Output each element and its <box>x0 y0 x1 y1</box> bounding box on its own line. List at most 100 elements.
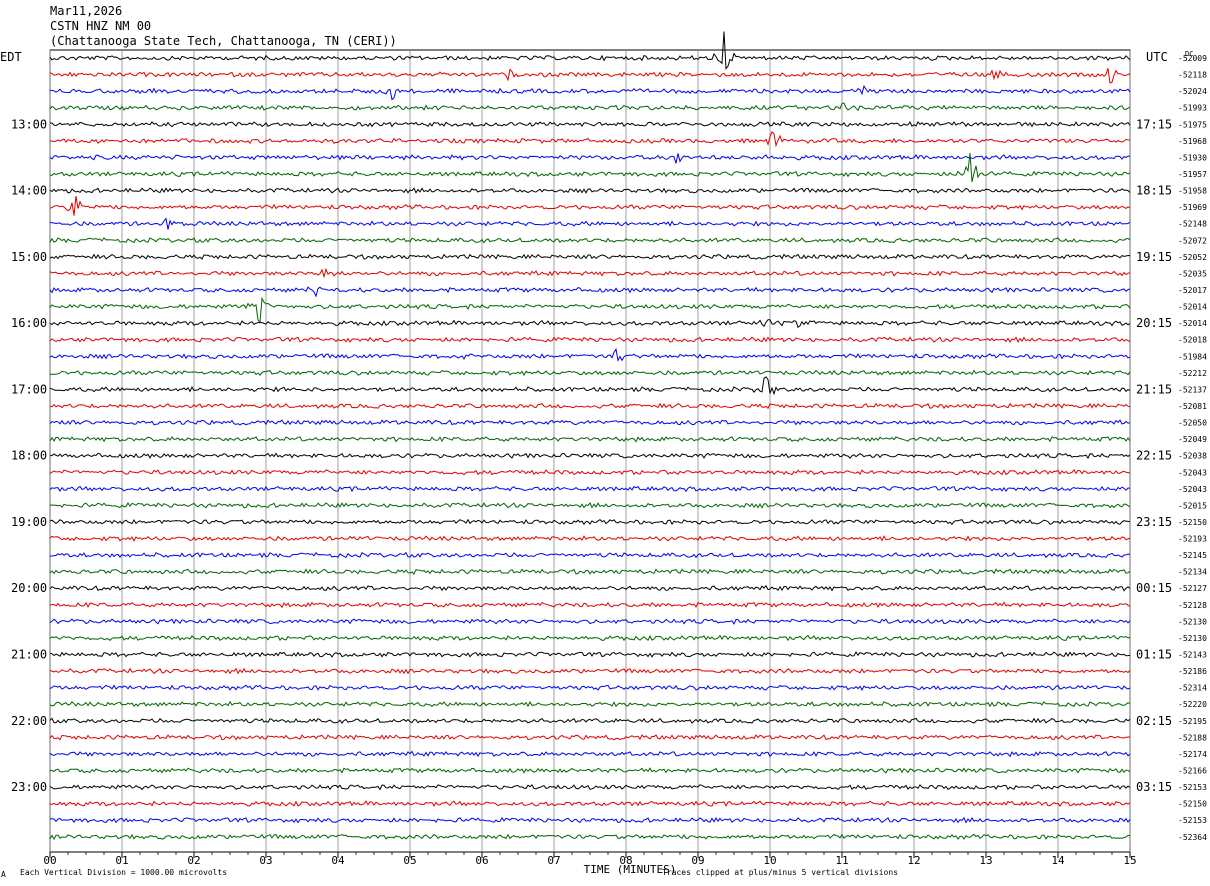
right-hour-label: 20:15 <box>1136 316 1172 330</box>
left-hour-label: 15:00 <box>11 250 47 264</box>
dc-offset-label: -52153 <box>1178 816 1207 825</box>
dc-offset-label: -52072 <box>1178 236 1207 245</box>
x-tick-label: 01 <box>115 854 128 867</box>
right-hour-label: 18:15 <box>1136 184 1172 198</box>
clip-note: Traces clipped at plus/minus 5 vertical … <box>662 868 899 877</box>
station-location: (Chattanooga State Tech, Chattanooga, TN… <box>50 34 397 48</box>
x-axis-label: TIME (MINUTES) <box>584 863 677 876</box>
dc-offset-label: -52081 <box>1178 402 1207 411</box>
dc-label: DC <box>1185 50 1194 58</box>
seismic-trace <box>49 296 1131 324</box>
dc-offset-label: -51968 <box>1178 137 1207 146</box>
left-hour-label: 21:00 <box>11 648 47 662</box>
seismic-trace <box>49 68 1131 84</box>
dc-offset-label: -52193 <box>1178 535 1207 544</box>
scale-note: Each Vertical Division = 1000.00 microvo… <box>20 868 228 877</box>
seismic-trace <box>49 618 1131 625</box>
left-hour-label: 23:00 <box>11 780 47 794</box>
seismic-trace <box>49 684 1131 691</box>
seismic-trace <box>49 376 1131 396</box>
dc-offset-label: -52050 <box>1178 419 1207 428</box>
left-timezone: EDT <box>0 50 22 64</box>
seismic-trace <box>49 336 1131 343</box>
right-hour-label: 00:15 <box>1136 581 1172 595</box>
x-tick-label: 15 <box>1123 854 1136 867</box>
trace-group <box>49 31 1131 841</box>
x-tick-label: 14 <box>1051 854 1065 867</box>
corner-mark: A <box>1 870 6 879</box>
dc-offset-label: -52134 <box>1178 568 1207 577</box>
right-hour-label: 23:15 <box>1136 515 1172 529</box>
dc-offset-label: -52015 <box>1178 501 1207 510</box>
seismic-trace <box>49 518 1131 526</box>
dc-offset-label: -52130 <box>1178 634 1207 643</box>
left-hour-label: 22:00 <box>11 714 47 728</box>
seismic-trace <box>49 750 1131 758</box>
dc-offset-label: -52017 <box>1178 286 1207 295</box>
x-tick-label: 11 <box>835 854 848 867</box>
dc-offset-label: -52130 <box>1178 617 1207 626</box>
dc-offset-label: -51930 <box>1178 153 1207 162</box>
seismic-trace <box>49 153 1131 183</box>
left-hour-label: 14:00 <box>11 184 47 198</box>
dc-offset-label: -52014 <box>1178 303 1207 312</box>
seismic-trace <box>50 131 1131 148</box>
dc-offset-label: -52364 <box>1178 833 1207 842</box>
right-hour-label: 19:15 <box>1136 250 1172 264</box>
dc-offset-label: -51957 <box>1178 170 1207 179</box>
x-tick-label: 07 <box>547 854 560 867</box>
dc-offset-label: -52052 <box>1178 253 1207 262</box>
dc-offset-label: -52186 <box>1178 667 1207 676</box>
seismic-trace <box>49 319 1131 329</box>
seismic-trace <box>49 584 1131 592</box>
label-group: 00 01 02 03 04 05 06 07 08 09 10 11 12 13 14 15 TIME (MI… <box>11 54 1207 876</box>
seismic-trace <box>49 551 1131 559</box>
dc-offset-label: -52314 <box>1178 684 1207 693</box>
dc-offset-label: -52166 <box>1178 767 1207 776</box>
x-tick-label: 12 <box>907 854 920 867</box>
seismic-trace <box>49 816 1131 824</box>
seismic-trace <box>49 485 1131 493</box>
seismic-trace <box>49 436 1131 443</box>
right-hour-label: 01:15 <box>1136 648 1172 662</box>
seismic-trace <box>49 767 1131 774</box>
seismic-trace <box>49 667 1131 675</box>
seismic-trace <box>49 84 1131 101</box>
dc-offset-label: -52024 <box>1178 87 1207 96</box>
seismic-trace <box>49 734 1131 741</box>
seismic-trace <box>49 535 1131 542</box>
seismic-trace <box>49 31 1131 71</box>
dc-offset-label: -52153 <box>1178 783 1207 792</box>
x-tick-label: 06 <box>475 854 488 867</box>
right-hour-label: 22:15 <box>1136 449 1172 463</box>
seismic-trace <box>49 196 1131 216</box>
seismic-trace <box>50 452 1131 460</box>
right-hour-label: 02:15 <box>1136 714 1172 728</box>
seismic-trace <box>49 347 1131 362</box>
dc-offset-label: -51958 <box>1178 187 1207 196</box>
dc-offset-label: -52220 <box>1178 700 1207 709</box>
seismic-trace <box>49 634 1131 642</box>
dc-offset-label: -52174 <box>1178 750 1207 759</box>
seismic-trace <box>49 568 1131 575</box>
x-tick-label: 10 <box>763 854 776 867</box>
seismic-trace <box>49 784 1131 791</box>
dc-offset-label: -51969 <box>1178 203 1207 212</box>
dc-offset-label: -52014 <box>1178 319 1207 328</box>
dc-offset-label: -52212 <box>1178 369 1207 378</box>
seismic-trace <box>49 267 1131 279</box>
seismic-trace <box>49 217 1131 230</box>
seismic-trace <box>49 833 1131 841</box>
left-hour-label: 13:00 <box>11 117 47 131</box>
x-tick-label: 05 <box>403 854 416 867</box>
x-tick-label: 00 <box>43 854 56 867</box>
dc-offset-label: -52150 <box>1178 800 1207 809</box>
seismic-trace <box>49 419 1131 426</box>
dc-offset-label: -52118 <box>1178 71 1207 80</box>
dc-offset-label: -52188 <box>1178 733 1207 742</box>
x-tick-label: 13 <box>979 854 992 867</box>
dc-offset-label: -52127 <box>1178 584 1207 593</box>
dc-offset-label: -51975 <box>1178 120 1207 129</box>
left-hour-label: 18:00 <box>11 449 47 463</box>
